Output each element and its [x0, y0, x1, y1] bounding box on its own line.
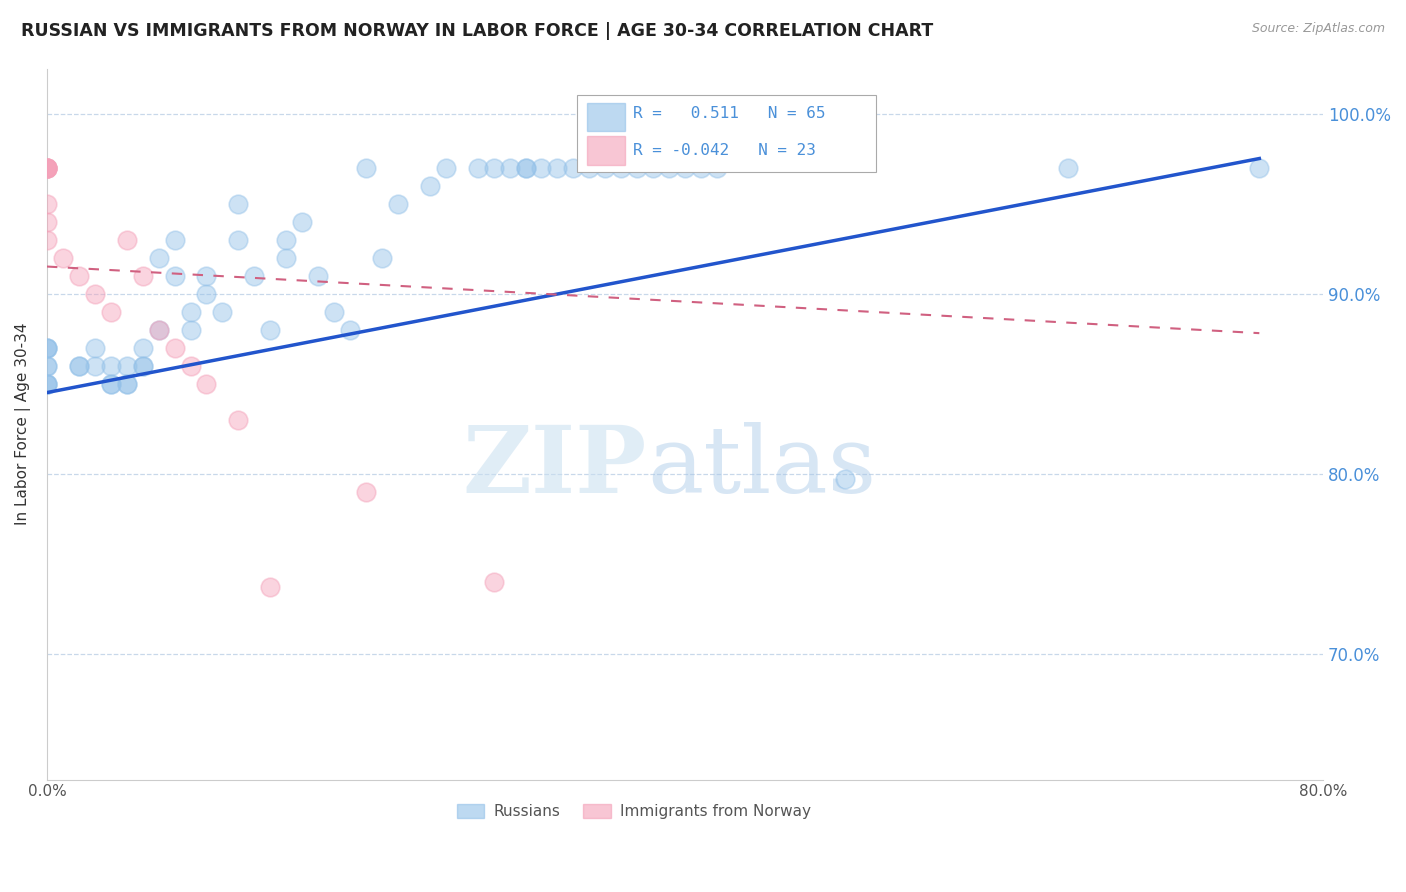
Point: [115, 233, 138, 247]
Point: [115, 359, 138, 373]
Point: [67, 359, 90, 373]
Point: [100, 304, 122, 318]
Point: [578, 161, 600, 175]
Point: [52, 251, 75, 265]
Point: [515, 161, 537, 175]
Point: [100, 376, 122, 391]
Point: [595, 161, 617, 175]
Point: [228, 196, 250, 211]
Point: [195, 286, 218, 301]
Legend: Russians, Immigrants from Norway: Russians, Immigrants from Norway: [451, 798, 817, 825]
Point: [610, 161, 633, 175]
Point: [180, 359, 202, 373]
Point: [515, 161, 537, 175]
Point: [100, 359, 122, 373]
Point: [1249, 161, 1271, 175]
Point: [35, 196, 58, 211]
Point: [834, 472, 856, 486]
Point: [195, 376, 218, 391]
Point: [83, 341, 105, 355]
Point: [83, 286, 105, 301]
Point: [35, 376, 58, 391]
Point: [467, 161, 489, 175]
Point: [83, 359, 105, 373]
Point: [276, 233, 298, 247]
Point: [243, 268, 266, 283]
Point: [259, 580, 281, 594]
Point: [35, 214, 58, 228]
Point: [1057, 161, 1080, 175]
Text: ZIP: ZIP: [463, 422, 647, 512]
FancyBboxPatch shape: [586, 136, 626, 164]
Point: [354, 484, 377, 499]
Point: [163, 341, 186, 355]
Point: [498, 161, 520, 175]
Point: [180, 322, 202, 336]
Point: [673, 161, 696, 175]
Point: [706, 161, 728, 175]
Text: Source: ZipAtlas.com: Source: ZipAtlas.com: [1251, 22, 1385, 36]
Point: [211, 304, 233, 318]
Point: [35, 341, 58, 355]
Point: [482, 161, 505, 175]
Point: [35, 161, 58, 175]
Point: [354, 161, 377, 175]
Point: [323, 304, 346, 318]
Point: [387, 196, 409, 211]
Point: [291, 214, 314, 228]
Point: [131, 341, 153, 355]
Point: [35, 161, 58, 175]
FancyBboxPatch shape: [586, 103, 626, 131]
Point: [35, 359, 58, 373]
Point: [35, 233, 58, 247]
Point: [35, 341, 58, 355]
Point: [482, 574, 505, 589]
Point: [67, 359, 90, 373]
Point: [228, 233, 250, 247]
Point: [35, 161, 58, 175]
Point: [163, 233, 186, 247]
Point: [195, 268, 218, 283]
Point: [115, 376, 138, 391]
Point: [35, 359, 58, 373]
Point: [35, 161, 58, 175]
FancyBboxPatch shape: [576, 95, 876, 171]
Text: atlas: atlas: [647, 422, 876, 512]
Point: [690, 161, 713, 175]
Point: [148, 251, 170, 265]
Point: [35, 341, 58, 355]
Point: [163, 268, 186, 283]
Point: [180, 304, 202, 318]
Text: RUSSIAN VS IMMIGRANTS FROM NORWAY IN LABOR FORCE | AGE 30-34 CORRELATION CHART: RUSSIAN VS IMMIGRANTS FROM NORWAY IN LAB…: [21, 22, 934, 40]
Point: [35, 376, 58, 391]
Point: [339, 322, 361, 336]
Point: [626, 161, 648, 175]
Point: [259, 322, 281, 336]
Point: [276, 251, 298, 265]
Point: [658, 161, 681, 175]
Point: [115, 376, 138, 391]
Point: [371, 251, 394, 265]
Text: R =   0.511   N = 65: R = 0.511 N = 65: [633, 106, 825, 120]
Point: [530, 161, 553, 175]
Text: R = -0.042   N = 23: R = -0.042 N = 23: [633, 143, 815, 158]
Y-axis label: In Labor Force | Age 30-34: In Labor Force | Age 30-34: [15, 323, 31, 525]
Point: [434, 161, 457, 175]
Point: [35, 161, 58, 175]
Point: [228, 412, 250, 426]
Point: [148, 322, 170, 336]
Point: [35, 376, 58, 391]
Point: [131, 359, 153, 373]
Point: [643, 161, 665, 175]
Point: [307, 268, 329, 283]
Point: [562, 161, 585, 175]
Point: [148, 322, 170, 336]
Point: [35, 161, 58, 175]
Point: [100, 376, 122, 391]
Point: [131, 268, 153, 283]
Point: [67, 268, 90, 283]
Point: [131, 359, 153, 373]
Point: [419, 178, 441, 193]
Point: [546, 161, 568, 175]
